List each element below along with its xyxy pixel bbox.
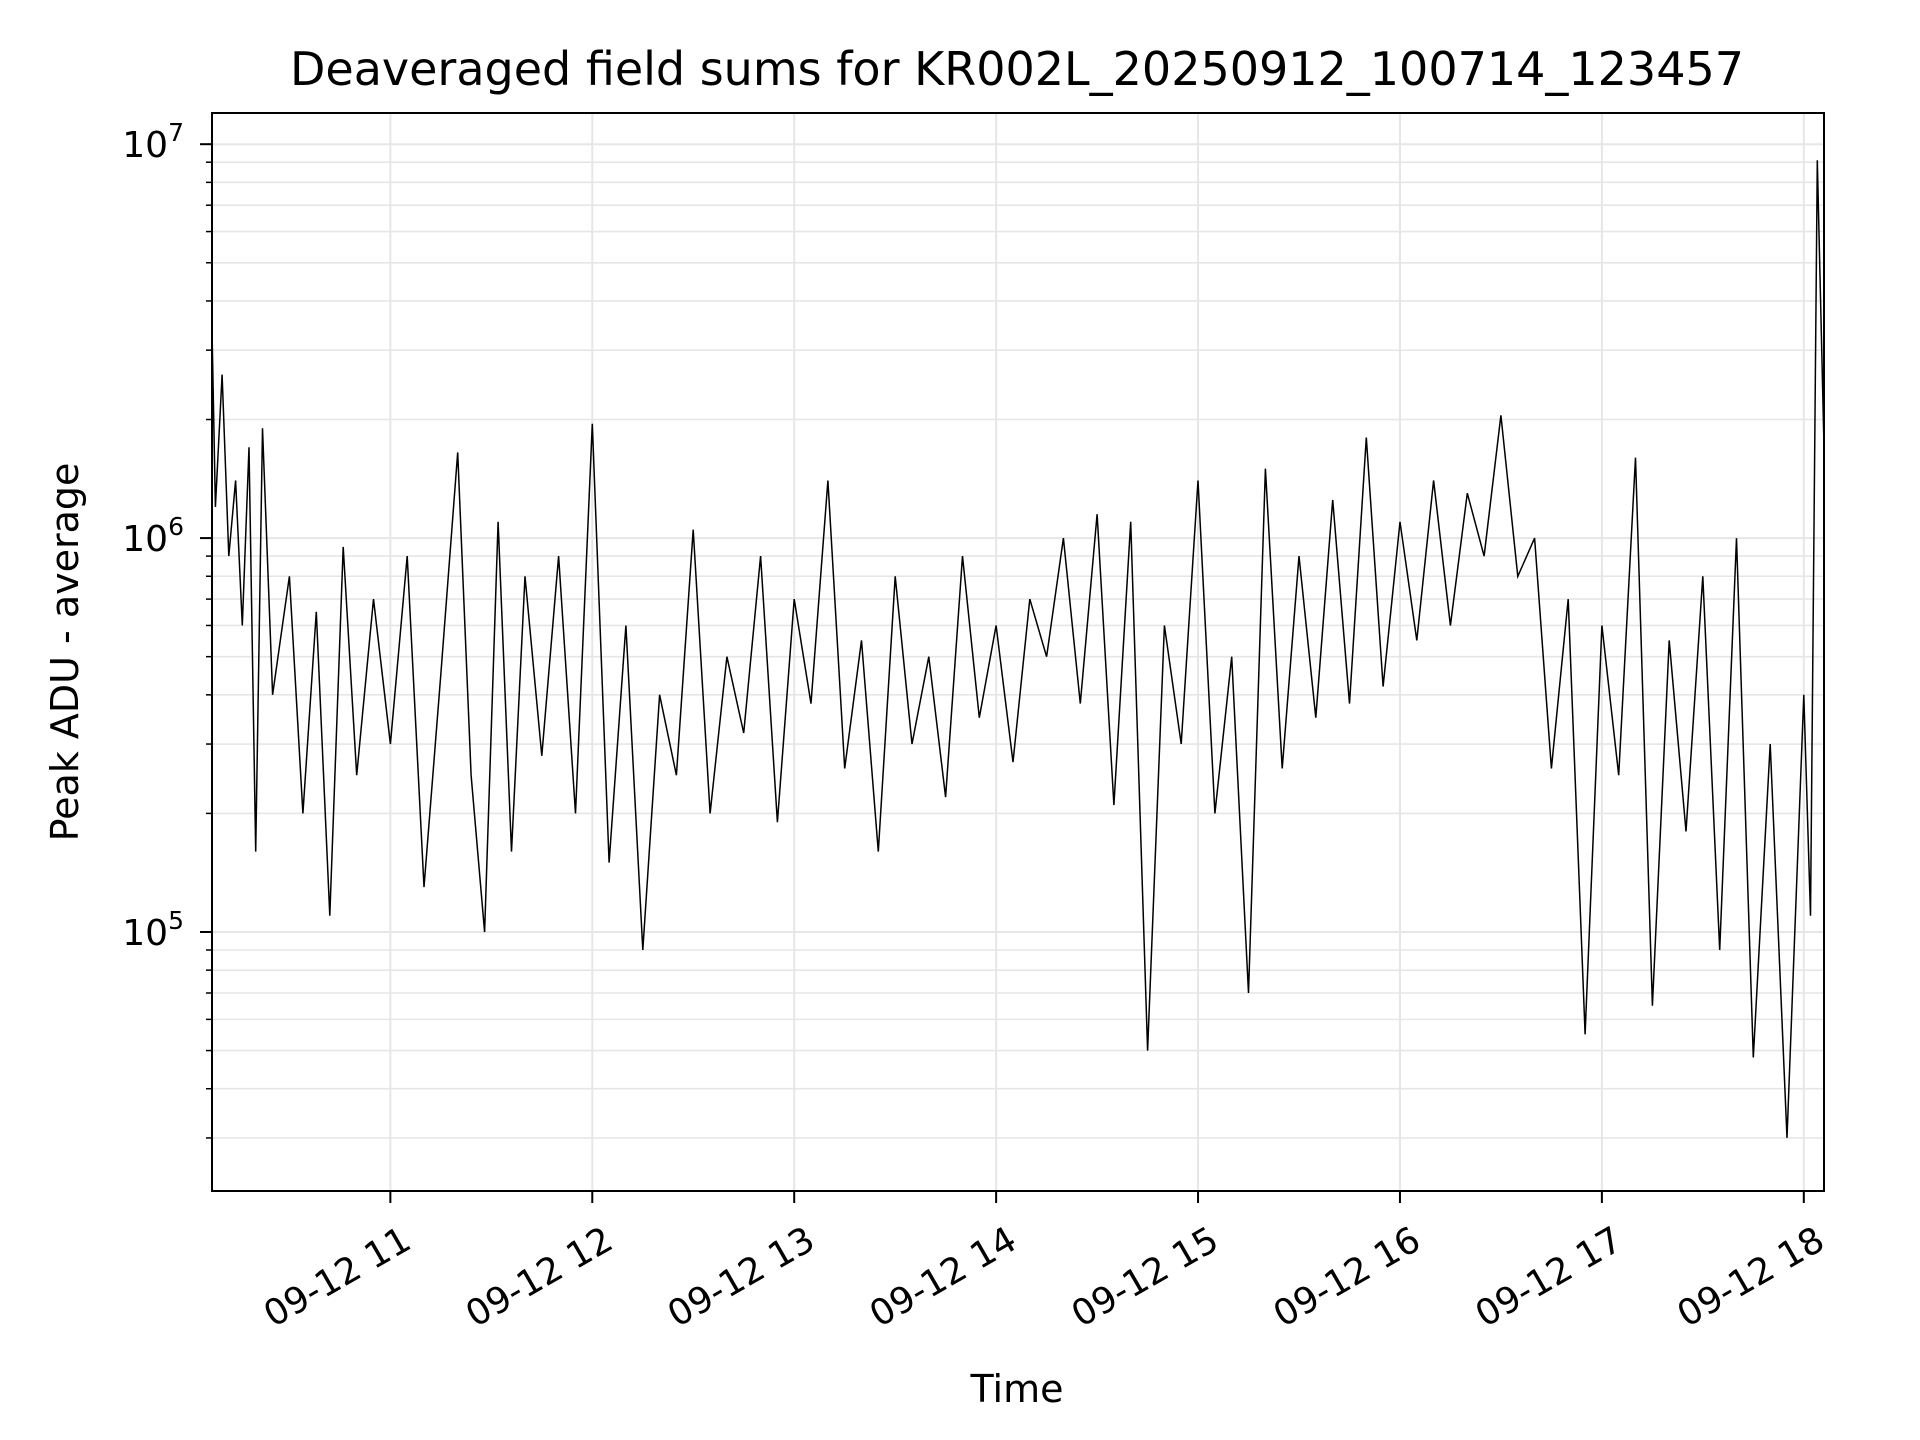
- y-tick-label: 105: [122, 906, 184, 954]
- x-tick-label: 09-12 14: [863, 1219, 1024, 1335]
- plot-frame: [211, 112, 1825, 1192]
- y-tick-exponent: 6: [168, 512, 184, 541]
- series-line: [211, 160, 1825, 1138]
- y-tick-base: 10: [122, 519, 168, 560]
- y-tick-label: 107: [122, 118, 184, 166]
- y-tick-exponent: 5: [168, 906, 184, 935]
- x-axis-ticks: 09-12 11 09-12 12 09-12 13 09-12 14 09-12 15…: [257, 1191, 1831, 1336]
- y-tick-base: 10: [122, 913, 168, 954]
- x-tick-label: 09-12 18: [1671, 1219, 1832, 1335]
- chart-title: Deaveraged field sums for KR002L_2025091…: [290, 42, 1744, 96]
- y-tick-exponent: 7: [168, 118, 184, 147]
- y-tick-label: 106: [122, 512, 184, 560]
- x-tick-label: 09-12 16: [1267, 1219, 1428, 1335]
- x-axis-label: Time: [970, 1367, 1064, 1411]
- x-tick-label: 09-12 15: [1065, 1219, 1226, 1335]
- y-axis-label: Peak ADU - average: [43, 463, 87, 842]
- y-tick-base: 10: [122, 125, 168, 166]
- plot-layer: [211, 160, 1825, 1138]
- x-tick-label: 09-12 17: [1469, 1219, 1630, 1335]
- x-tick-label: 09-12 11: [257, 1219, 418, 1335]
- grid-layer: [212, 113, 1824, 1191]
- x-tick-label: 09-12 13: [661, 1219, 822, 1335]
- x-tick-label: 09-12 12: [459, 1219, 620, 1335]
